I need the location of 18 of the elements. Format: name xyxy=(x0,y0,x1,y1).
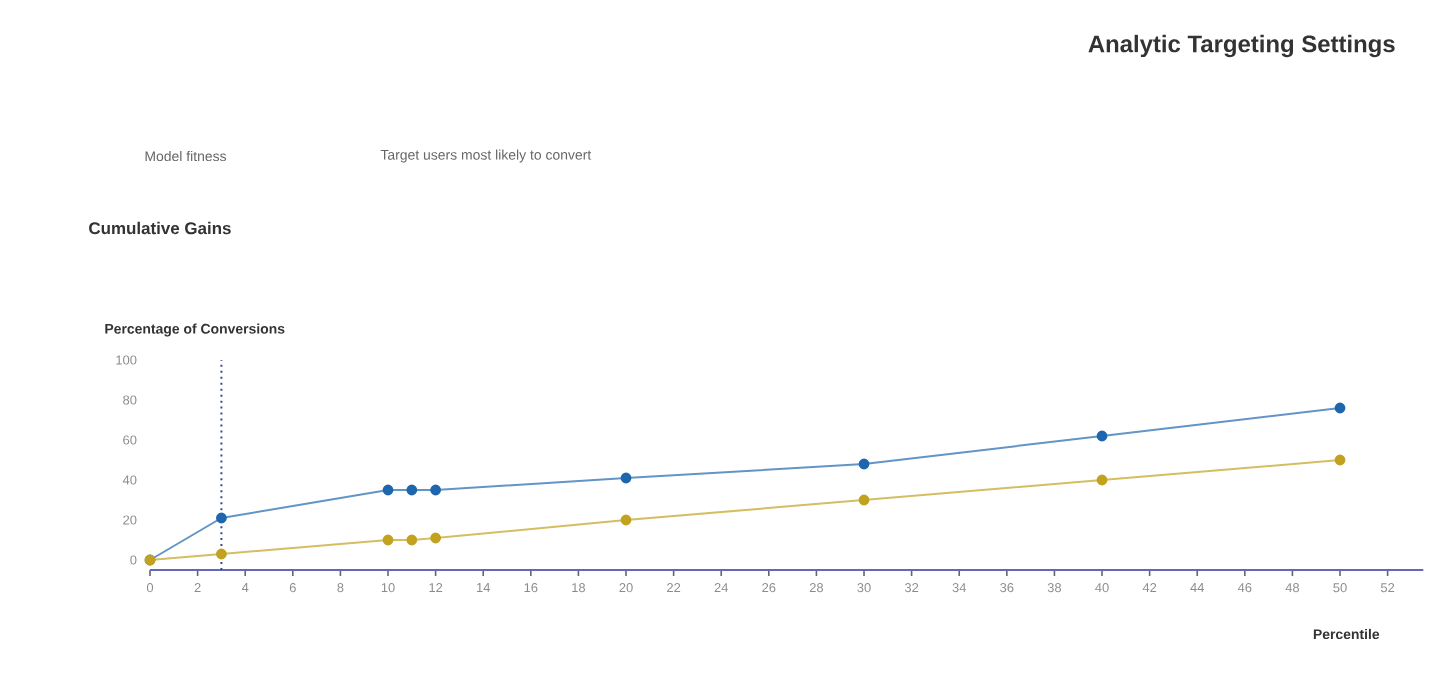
point xyxy=(620,472,632,484)
point xyxy=(620,514,632,526)
point xyxy=(1096,474,1108,486)
point xyxy=(382,484,394,496)
text: Analytic Targeting Settings xyxy=(1088,34,1395,58)
point xyxy=(406,534,418,546)
point xyxy=(858,458,870,470)
point xyxy=(1334,454,1346,466)
point xyxy=(430,484,442,496)
point xyxy=(1334,402,1346,414)
chart-title: Cumulative Gains xyxy=(89,221,231,235)
point xyxy=(406,484,418,496)
point xyxy=(1096,430,1108,442)
point xyxy=(858,494,870,506)
point xyxy=(216,548,227,560)
point xyxy=(430,532,442,544)
point xyxy=(216,512,227,524)
point xyxy=(382,534,394,546)
